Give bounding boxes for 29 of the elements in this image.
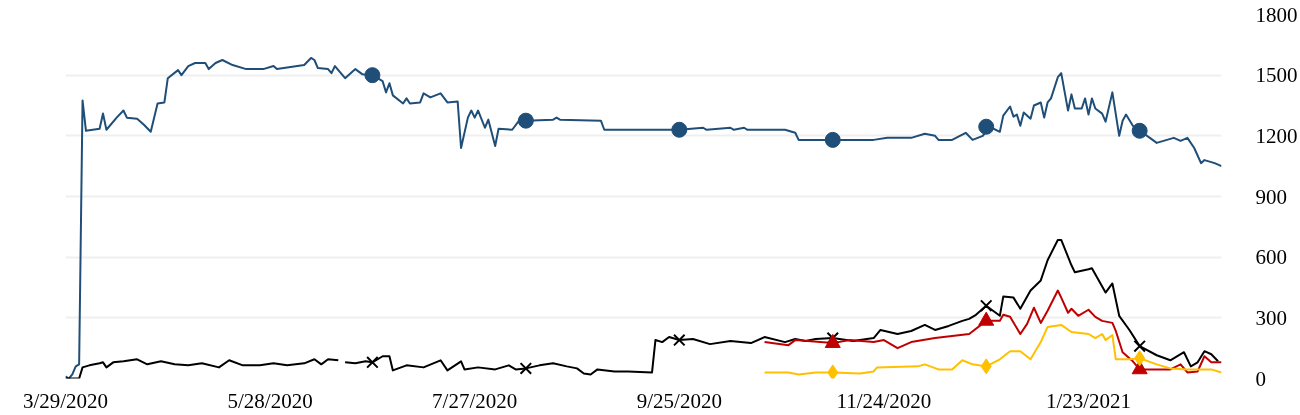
x-tick-label: 1/23/2021 [1045, 388, 1132, 413]
y-tick-label: 300 [1255, 305, 1287, 330]
point [673, 333, 686, 347]
point [827, 364, 839, 379]
y-tick-label: 900 [1255, 184, 1287, 209]
x-tick-label: 3/29/2020 [22, 388, 109, 413]
point [517, 112, 534, 129]
point [824, 131, 841, 148]
y-tick-label: 600 [1255, 245, 1287, 270]
x-tick-label: 11/24/2020 [836, 388, 932, 413]
point [978, 118, 995, 135]
point [1134, 350, 1146, 367]
point [364, 67, 381, 84]
point [1131, 122, 1148, 139]
point [1133, 339, 1146, 353]
line-series [65, 56, 1222, 379]
point [366, 356, 379, 369]
y-tick-label: 1800 [1255, 2, 1298, 27]
point [671, 121, 688, 138]
line-series [763, 289, 1222, 374]
y-tick-label: 0 [1255, 366, 1266, 391]
x-tick-label: 9/25/2020 [636, 388, 722, 413]
x-tick-label: 5/28/2020 [227, 388, 313, 413]
point [979, 299, 993, 312]
y-tick-label: 1500 [1255, 63, 1298, 88]
x-tick-label: 7/27/2020 [432, 388, 518, 413]
point [980, 358, 992, 375]
y-tick-label: 1200 [1255, 123, 1298, 148]
point [519, 362, 533, 375]
